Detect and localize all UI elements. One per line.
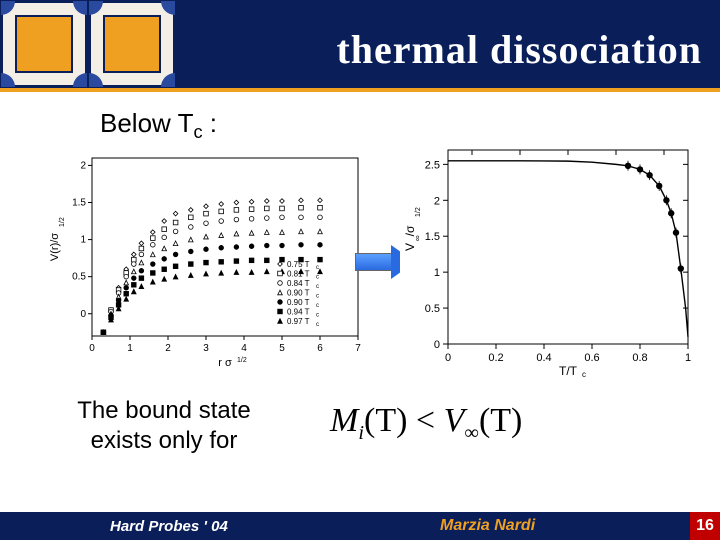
svg-text:1/2: 1/2 [415, 207, 422, 217]
svg-text:2: 2 [165, 343, 171, 354]
svg-text:1: 1 [434, 267, 440, 279]
svg-text:/σ: /σ [403, 225, 417, 236]
slide-title: thermal dissociation [336, 26, 702, 73]
svg-text:5: 5 [279, 343, 285, 354]
svg-text:c: c [582, 370, 586, 378]
svg-text:1: 1 [127, 343, 133, 354]
svg-text:V(r)/σ: V(r)/σ [49, 233, 61, 261]
decorative-tiles [0, 0, 176, 90]
svg-text:0.75 T: 0.75 T [287, 260, 310, 269]
svg-text:c: c [316, 303, 319, 309]
svg-text:0.90 T: 0.90 T [287, 298, 310, 307]
svg-text:0.5: 0.5 [425, 303, 440, 315]
svg-text:r σ: r σ [218, 357, 232, 369]
svg-text:0.5: 0.5 [72, 272, 86, 283]
heading-below-tc: Below Tc : [100, 108, 217, 143]
svg-text:0.97 T: 0.97 T [287, 317, 310, 326]
svg-text:c: c [316, 294, 319, 300]
svg-text:0.8: 0.8 [632, 352, 647, 364]
svg-text:0.4: 0.4 [536, 352, 551, 364]
inequality-formula: Mi(T) < V∞(T) [330, 402, 522, 445]
svg-text:c: c [316, 313, 319, 319]
svg-text:c: c [316, 265, 319, 271]
footer-conference: Hard Probes ' 04 [110, 518, 228, 535]
chart-potential-vs-r: 0123456700.511.52r σ1/2V(r)/σ1/20.75 Tc0… [46, 150, 366, 370]
svg-text:0.90 T: 0.90 T [287, 289, 310, 298]
svg-text:3: 3 [203, 343, 209, 354]
svg-text:1/2: 1/2 [237, 357, 247, 364]
title-bar: thermal dissociation [0, 0, 720, 90]
title-underline [0, 88, 720, 92]
page-number: 16 [690, 512, 720, 540]
svg-text:0: 0 [80, 309, 86, 320]
footer-author: Marzia Nardi [440, 517, 535, 535]
svg-text:4: 4 [241, 343, 247, 354]
svg-text:0.84 T: 0.84 T [287, 279, 310, 288]
bound-state-text: The bound state exists only for [44, 396, 284, 456]
svg-text:2: 2 [80, 160, 86, 171]
svg-text:c: c [316, 275, 319, 281]
footer-bar: Hard Probes ' 04 Marzia Nardi 16 [0, 512, 720, 540]
svg-text:0: 0 [434, 339, 440, 351]
svg-text:1/2: 1/2 [59, 217, 66, 227]
svg-text:1.5: 1.5 [425, 231, 440, 243]
svg-text:0: 0 [89, 343, 95, 354]
svg-text:0: 0 [445, 352, 451, 364]
svg-text:2: 2 [434, 195, 440, 207]
chart-vinf-vs-T: 00.20.40.60.8100.511.522.5T/TcV∞/σ1/2 [400, 140, 700, 378]
tile [1, 1, 87, 87]
svg-text:1: 1 [685, 352, 691, 364]
svg-text:c: c [316, 284, 319, 290]
svg-text:c: c [316, 322, 319, 328]
svg-text:0.6: 0.6 [584, 352, 599, 364]
svg-text:0.94 T: 0.94 T [287, 308, 310, 317]
svg-text:1: 1 [80, 235, 86, 246]
svg-text:1.5: 1.5 [72, 198, 86, 209]
svg-text:6: 6 [317, 343, 323, 354]
svg-text:T/T: T/T [559, 364, 578, 378]
svg-text:0.81 T: 0.81 T [287, 270, 310, 279]
svg-text:2.5: 2.5 [425, 159, 440, 171]
svg-text:V: V [403, 243, 417, 251]
tile [89, 1, 175, 87]
svg-text:7: 7 [355, 343, 361, 354]
svg-text:0.2: 0.2 [488, 352, 503, 364]
